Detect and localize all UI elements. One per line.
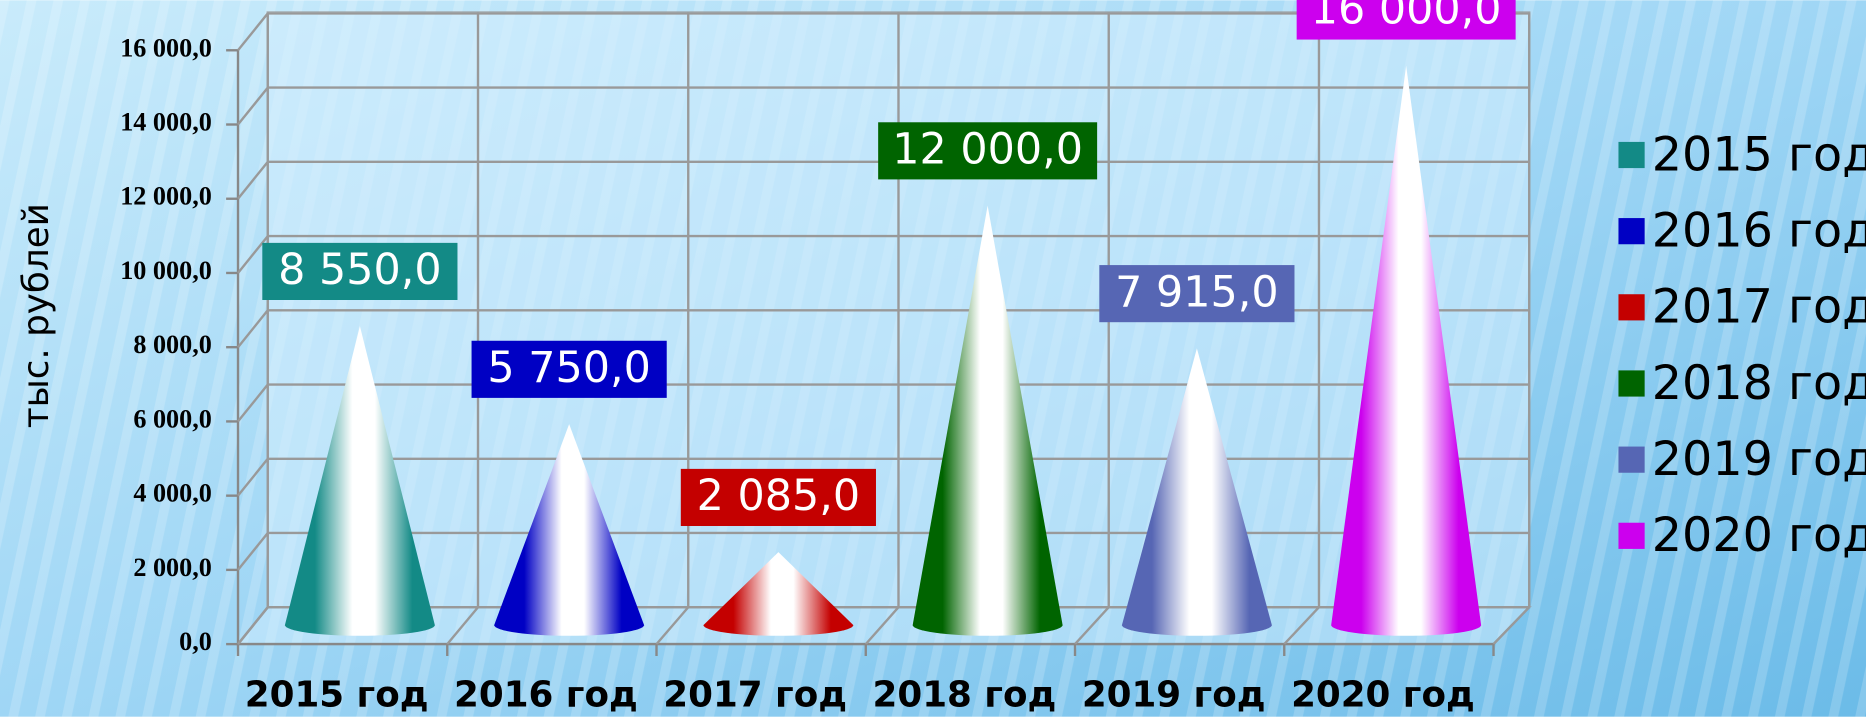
value-label-box (680, 468, 876, 527)
side-grid-line (237, 532, 269, 571)
floor-divider (1492, 606, 1531, 645)
value-label: 16 000,0 (1311, 0, 1502, 35)
y-tick-label: 8 000,0 (133, 330, 212, 359)
x-tick-label: 2019 год (1082, 674, 1266, 715)
side-grid-line (237, 235, 269, 274)
legend-swatch (1618, 218, 1645, 245)
value-label: 8 550,0 (278, 245, 441, 295)
legend-swatch (1618, 294, 1645, 321)
cone (494, 424, 645, 636)
value-label: 2 085,0 (697, 471, 860, 521)
value-label-box (1099, 265, 1295, 323)
side-grid-line (237, 458, 269, 497)
y-tick-label: 0,0 (179, 627, 212, 656)
cone (1331, 65, 1482, 636)
x-tick-label: 2015 год (245, 674, 429, 715)
cone (912, 205, 1063, 636)
x-tick-label: 2017 год (663, 674, 847, 715)
side-grid-line (237, 383, 269, 423)
legend-swatch (1618, 446, 1645, 473)
floor-divider (1074, 606, 1110, 645)
side-grid-line (237, 606, 269, 645)
value-label-box (878, 122, 1098, 180)
legend-swatch (1618, 522, 1645, 549)
floor-divider (655, 606, 690, 645)
x-tick-label: 2016 год (454, 674, 638, 715)
side-grid-line (237, 309, 269, 348)
legend-label: 2019 год (1652, 432, 1866, 487)
y-tick-label: 10 000,0 (120, 256, 212, 285)
y-axis-title: тыс. рублей (16, 203, 57, 428)
legend-label: 2020 год (1652, 508, 1866, 563)
value-label-box (262, 242, 458, 301)
value-label-box (471, 340, 667, 398)
value-label: 12 000,0 (892, 125, 1083, 175)
cone (284, 326, 435, 636)
floor-divider (1283, 606, 1320, 645)
legend-label: 2016 год (1652, 204, 1866, 259)
legend-swatch (1618, 370, 1645, 397)
y-tick-label: 4 000,0 (133, 479, 212, 508)
value-label: 5 750,0 (487, 343, 650, 393)
side-grid-line (237, 86, 269, 126)
legend-label: 2015 год (1652, 127, 1866, 182)
value-label-box (1296, 0, 1516, 40)
side-grid-line (237, 161, 269, 200)
cone (1121, 348, 1272, 636)
legend-swatch (1618, 141, 1645, 169)
x-tick-label: 2020 год (1291, 674, 1475, 715)
x-tick-label: 2018 год (873, 674, 1057, 715)
legend-label: 2018 год (1652, 356, 1866, 411)
value-label: 7 915,0 (1115, 267, 1278, 317)
y-tick-label: 14 000,0 (120, 108, 212, 137)
y-tick-label: 6 000,0 (133, 404, 212, 433)
side-grid-line (237, 12, 269, 52)
y-tick-label: 2 000,0 (133, 553, 212, 582)
floor-divider (446, 606, 479, 645)
y-tick-label: 16 000,0 (120, 33, 212, 62)
y-tick-label: 12 000,0 (120, 182, 212, 211)
floor-divider (864, 606, 900, 645)
legend-label: 2017 год (1652, 280, 1866, 335)
cone (703, 552, 854, 636)
